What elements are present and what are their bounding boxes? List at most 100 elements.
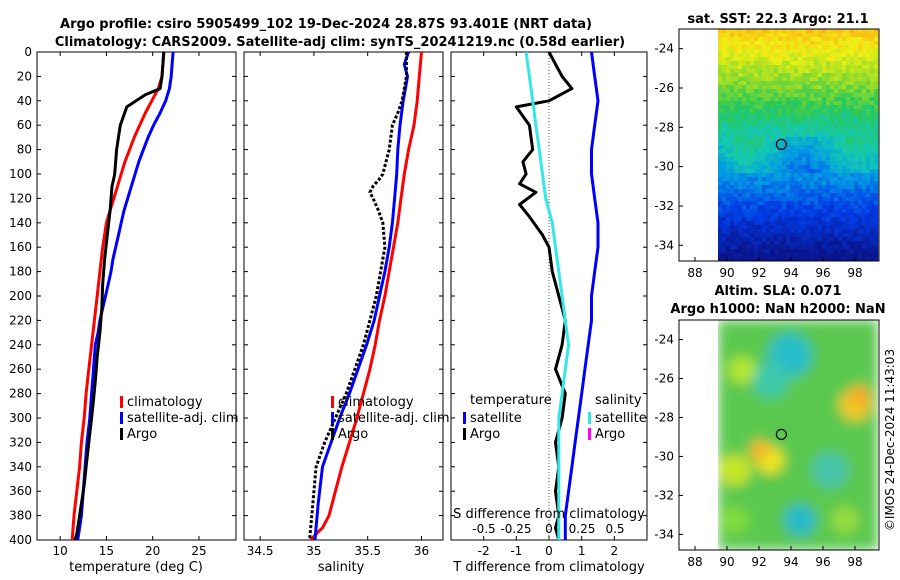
sst-cell bbox=[726, 121, 731, 126]
sst-cell bbox=[722, 169, 727, 174]
sst-cell bbox=[846, 217, 851, 222]
sst-cell bbox=[806, 221, 811, 226]
sst-cell bbox=[818, 245, 823, 250]
sst-cell bbox=[790, 161, 795, 166]
sst-cell bbox=[750, 217, 755, 222]
sst-cell bbox=[770, 49, 775, 54]
sst-cell bbox=[782, 109, 787, 114]
sst-cell bbox=[846, 109, 851, 114]
sst-cell bbox=[842, 53, 847, 58]
sst-cell bbox=[802, 125, 807, 130]
sst-cell bbox=[782, 213, 787, 218]
sst-cell bbox=[782, 225, 787, 230]
sst-cell bbox=[746, 257, 751, 262]
sst-cell bbox=[758, 29, 763, 34]
sst-cell bbox=[794, 145, 799, 150]
sst-cell bbox=[858, 37, 863, 42]
sst-cell bbox=[830, 197, 835, 202]
sst-cell bbox=[778, 45, 783, 50]
sst-cell bbox=[798, 193, 803, 198]
sst-cell bbox=[834, 129, 839, 134]
sst-cell bbox=[854, 85, 859, 90]
s-diff-tick-label: -0.5 bbox=[472, 522, 495, 536]
sst-cell bbox=[862, 193, 867, 198]
sst-cell bbox=[746, 237, 751, 242]
sst-cell bbox=[798, 101, 803, 106]
sst-cell bbox=[834, 65, 839, 70]
sst-cell bbox=[842, 165, 847, 170]
sst-cell bbox=[754, 41, 759, 46]
sst-cell bbox=[738, 117, 743, 122]
sst-cell bbox=[854, 73, 859, 78]
sst-cell bbox=[834, 181, 839, 186]
sst-cell bbox=[758, 89, 763, 94]
sst-cell bbox=[790, 253, 795, 258]
sst-cell bbox=[778, 161, 783, 166]
sst-cell bbox=[866, 109, 871, 114]
sst-cell bbox=[806, 101, 811, 106]
sst-cell bbox=[802, 205, 807, 210]
sst-cell bbox=[782, 153, 787, 158]
sst-cell bbox=[718, 85, 723, 90]
sst-cell bbox=[874, 241, 879, 246]
sst-cell bbox=[726, 105, 731, 110]
sst-cell bbox=[810, 193, 815, 198]
sst-cell bbox=[830, 213, 835, 218]
sst-cell bbox=[814, 53, 819, 58]
sst-cell bbox=[754, 217, 759, 222]
x-tick-label: 2 bbox=[611, 544, 619, 558]
legend-s-argo-swatch bbox=[588, 428, 591, 440]
sst-cell bbox=[826, 33, 831, 38]
sst-cell bbox=[854, 105, 859, 110]
sst-cell bbox=[778, 113, 783, 118]
sst-cell bbox=[874, 229, 879, 234]
sst-cell bbox=[830, 245, 835, 250]
sst-cell bbox=[770, 101, 775, 106]
sst-cell bbox=[846, 209, 851, 214]
sst-cell bbox=[862, 69, 867, 74]
sst-cell bbox=[782, 217, 787, 222]
sst-cell bbox=[762, 61, 767, 66]
sst-cell bbox=[766, 165, 771, 170]
sst-cell bbox=[734, 245, 739, 250]
sst-cell bbox=[754, 121, 759, 126]
sst-cell bbox=[790, 97, 795, 102]
sst-cell bbox=[778, 57, 783, 62]
y-tick-label: 100 bbox=[9, 167, 32, 181]
sst-cell bbox=[810, 73, 815, 78]
sst-cell bbox=[870, 117, 875, 122]
sst-cell bbox=[774, 125, 779, 130]
sst-cell bbox=[722, 121, 727, 126]
sst-cell bbox=[770, 221, 775, 226]
sst-cell bbox=[750, 253, 755, 258]
sst-cell bbox=[726, 145, 731, 150]
sst-cell bbox=[742, 141, 747, 146]
sst-cell bbox=[790, 157, 795, 162]
sst-cell bbox=[766, 177, 771, 182]
sst-cell bbox=[846, 85, 851, 90]
sst-cell bbox=[778, 169, 783, 174]
sst-cell bbox=[790, 141, 795, 146]
sst-cell bbox=[810, 149, 815, 154]
sst-cell bbox=[730, 125, 735, 130]
sst-cell bbox=[810, 205, 815, 210]
sst-cell bbox=[862, 165, 867, 170]
map-x-tick-label: 92 bbox=[751, 266, 766, 280]
sst-cell bbox=[790, 257, 795, 262]
sst-cell bbox=[806, 133, 811, 138]
sst-cell bbox=[870, 141, 875, 146]
sst-cell bbox=[790, 193, 795, 198]
sst-cell bbox=[818, 153, 823, 158]
sst-cell bbox=[730, 225, 735, 230]
sst-cell bbox=[778, 129, 783, 134]
sst-cell bbox=[738, 69, 743, 74]
map-y-tick-label: -28 bbox=[654, 120, 674, 134]
sst-cell bbox=[742, 197, 747, 202]
sst-cell bbox=[866, 249, 871, 254]
sst-cell bbox=[754, 85, 759, 90]
sst-cell bbox=[874, 29, 879, 34]
sst-cell bbox=[830, 181, 835, 186]
sst-cell bbox=[762, 237, 767, 242]
sst-cell bbox=[738, 125, 743, 130]
sst-cell bbox=[778, 197, 783, 202]
